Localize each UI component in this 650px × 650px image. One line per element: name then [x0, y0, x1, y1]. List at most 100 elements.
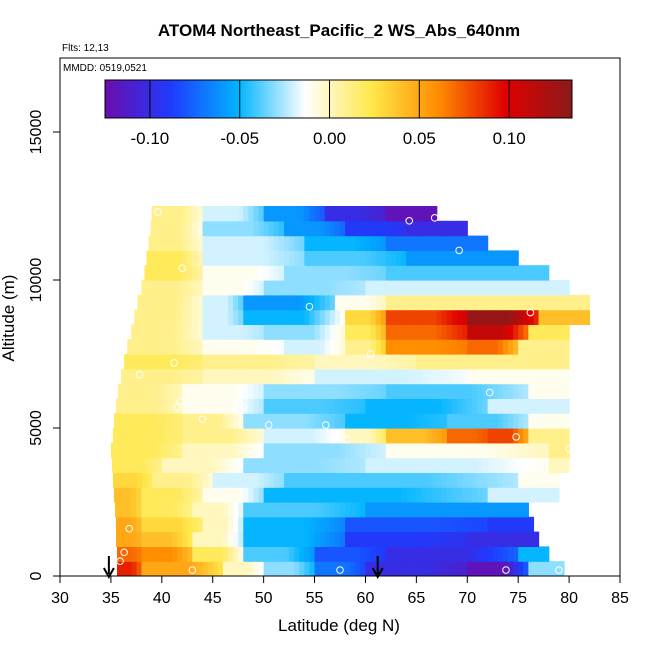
- heatmap-cell: [370, 339, 377, 355]
- heatmap-cell: [345, 235, 351, 251]
- heatmap-cell: [390, 220, 397, 237]
- heatmap-cell: [228, 368, 234, 385]
- heatmap-cell: [263, 368, 270, 385]
- heatmap-cell: [360, 339, 367, 355]
- heatmap-cell: [355, 294, 361, 311]
- heatmap-cell: [390, 383, 397, 399]
- heatmap-cell: [411, 206, 417, 222]
- heatmap-cell: [309, 250, 316, 266]
- heatmap-cell: [462, 339, 468, 355]
- heatmap-cell: [243, 413, 249, 429]
- heatmap-cell: [166, 487, 173, 503]
- heatmap-cell: [243, 428, 249, 444]
- heatmap-cell: [452, 339, 458, 355]
- heatmap-cell: [233, 220, 239, 237]
- heatmap-cell: [146, 546, 153, 562]
- heatmap-cell: [350, 206, 356, 222]
- heatmap-cell: [508, 354, 514, 370]
- heatmap-cell: [396, 383, 402, 399]
- heatmap-cell: [136, 531, 143, 547]
- heatmap-cell: [177, 472, 183, 488]
- heatmap-cell: [431, 502, 438, 518]
- heatmap-cell: [492, 516, 499, 533]
- x-tick-label: 65: [407, 590, 425, 607]
- heatmap-cell: [324, 265, 331, 281]
- heatmap-cell: [345, 398, 351, 414]
- heatmap-cell: [258, 472, 265, 488]
- heatmap-cell: [258, 324, 265, 340]
- heatmap-cell: [309, 354, 316, 370]
- heatmap-cell: [457, 235, 463, 251]
- heatmap-cell: [416, 206, 423, 222]
- heatmap-cell: [350, 546, 356, 562]
- heatmap-cell: [370, 220, 377, 237]
- heatmap-cell: [172, 250, 178, 266]
- heatmap-cell: [452, 250, 458, 266]
- heatmap-cell: [513, 354, 519, 370]
- heatmap-cell: [375, 339, 382, 355]
- heatmap-cell: [462, 531, 468, 547]
- heatmap-cell: [457, 354, 463, 370]
- heatmap-cell: [436, 280, 443, 296]
- heatmap-cell: [462, 561, 468, 576]
- heatmap-cell: [319, 516, 326, 533]
- heatmap-cell: [441, 324, 448, 340]
- heatmap-cell: [508, 368, 514, 385]
- heatmap-cell: [187, 516, 193, 533]
- heatmap-cell: [457, 294, 463, 311]
- heatmap-cell: [553, 354, 560, 370]
- heatmap-cell: [421, 516, 428, 533]
- x-tick-label: 55: [306, 590, 324, 607]
- heatmap-cell: [538, 487, 545, 503]
- heatmap-cell: [278, 442, 285, 459]
- heatmap-cell: [497, 413, 504, 429]
- heatmap-cell: [380, 398, 387, 414]
- heatmap-cell: [340, 339, 346, 355]
- heatmap-cell: [228, 457, 234, 473]
- heatmap-cell: [248, 368, 255, 385]
- heatmap-cell: [212, 280, 219, 296]
- heatmap-cell: [253, 398, 260, 414]
- heatmap-cell: [538, 428, 545, 444]
- heatmap-cell: [202, 250, 209, 266]
- heatmap-cell: [273, 428, 280, 444]
- heatmap-cell: [248, 235, 255, 251]
- heatmap-cell: [350, 354, 356, 370]
- heatmap-cell: [513, 487, 519, 503]
- heatmap-cell: [197, 413, 204, 429]
- heatmap-cell: [431, 339, 438, 355]
- heatmap-cell: [426, 516, 433, 533]
- heatmap-cell: [370, 502, 377, 518]
- x-tick-label: 75: [509, 590, 527, 607]
- heatmap-cell: [284, 383, 290, 399]
- heatmap-cell: [401, 265, 407, 281]
- heatmap-cell: [345, 472, 351, 488]
- heatmap-cell: [207, 561, 214, 576]
- heatmap-cell: [222, 354, 229, 370]
- heatmap-cell: [126, 442, 132, 459]
- heatmap-cell: [212, 324, 219, 340]
- heatmap-cell: [467, 339, 473, 355]
- heatmap-cell: [294, 457, 300, 473]
- heatmap-cell: [324, 516, 331, 533]
- heatmap-cell: [207, 324, 214, 340]
- heatmap-cell: [553, 428, 560, 444]
- heatmap-cell: [355, 265, 361, 281]
- heatmap-cell: [345, 294, 351, 311]
- heatmap-cell: [431, 531, 438, 547]
- heatmap-cell: [319, 206, 326, 222]
- heatmap-cell: [416, 442, 423, 459]
- heatmap-cell: [126, 561, 133, 576]
- heatmap-cell: [329, 383, 336, 399]
- heatmap-cell: [258, 250, 265, 266]
- heatmap-cell: [365, 206, 372, 222]
- heatmap-cell: [472, 442, 479, 459]
- heatmap-cell: [329, 354, 336, 370]
- heatmap-cell: [375, 546, 382, 562]
- heatmap-cell: [151, 546, 158, 562]
- heatmap-cell: [329, 413, 336, 429]
- heatmap-cell: [426, 413, 433, 429]
- heatmap-cell: [436, 383, 443, 399]
- heatmap-cell: [238, 561, 244, 576]
- heatmap-cell: [121, 442, 127, 459]
